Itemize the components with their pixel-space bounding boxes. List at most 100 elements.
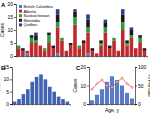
tick [112, 104, 113, 106]
bar [86, 14, 90, 19]
tick-mark [70, 56, 71, 58]
bar [35, 77, 39, 104]
tick [118, 56, 119, 58]
bar [21, 48, 25, 51]
bar [134, 48, 138, 49]
tick-mark [40, 56, 41, 58]
tick [79, 56, 80, 58]
tick-label: 10 [80, 83, 86, 89]
tick [122, 104, 123, 106]
bar [38, 46, 42, 56]
bar [52, 45, 56, 46]
y-axis: 01020 [80, 64, 89, 107]
bar [17, 99, 21, 104]
bar [105, 82, 109, 104]
bar [90, 100, 94, 104]
tick-mark [14, 30, 16, 31]
tick: 20 [80, 64, 89, 70]
bar [99, 43, 103, 46]
axis-line [17, 57, 148, 58]
tick-mark [66, 56, 67, 58]
tick-mark [122, 56, 123, 58]
tick-mark [48, 56, 49, 58]
bar [130, 27, 134, 30]
x-axis-title: Age, y [105, 107, 120, 113]
marker [121, 77, 123, 79]
tick-mark [96, 56, 97, 58]
bar [60, 37, 64, 38]
tick-mark [106, 104, 107, 106]
bar [125, 93, 129, 104]
tick-mark [18, 104, 19, 106]
x-axis [13, 104, 71, 106]
tick-mark [22, 56, 23, 58]
bar [52, 48, 56, 56]
bar [120, 86, 124, 105]
tick-mark [35, 56, 36, 58]
bar [47, 43, 51, 56]
bar [104, 27, 108, 32]
tick-label: 0 [10, 53, 13, 59]
tick-mark [10, 67, 12, 68]
legend-label: Québec [24, 22, 38, 27]
tick-label: 0 [6, 101, 9, 107]
bar [112, 40, 116, 56]
bar [56, 9, 60, 14]
bar [91, 51, 95, 56]
tick [132, 104, 133, 106]
bar [17, 46, 21, 49]
tick-mark [10, 104, 12, 105]
bar [52, 46, 56, 49]
bar [99, 40, 103, 43]
bar [108, 48, 112, 56]
bar [38, 45, 42, 46]
bar [117, 50, 121, 51]
bar [108, 45, 112, 46]
y-axis-title: Cases [0, 22, 5, 37]
tick-mark [87, 67, 89, 68]
bar [121, 14, 125, 22]
bar [25, 51, 29, 54]
tick [92, 56, 93, 58]
axis-line [13, 105, 71, 106]
bar [21, 51, 25, 56]
bar [43, 48, 47, 49]
bar [82, 40, 86, 41]
tick [41, 104, 42, 106]
tick: 5 [6, 89, 12, 95]
bar [60, 37, 64, 38]
tick [48, 56, 49, 58]
marker [91, 88, 93, 90]
tick [66, 56, 67, 58]
bar [104, 22, 108, 27]
bar [138, 35, 142, 36]
bar [117, 50, 121, 51]
tick-mark [83, 56, 84, 58]
bar [43, 48, 47, 51]
bar [99, 40, 103, 41]
tick [49, 104, 50, 106]
bar [13, 102, 17, 104]
legend: British ColumbiaAlbertaSaskatchewanManit… [19, 4, 53, 27]
bar [143, 51, 147, 56]
tick [74, 56, 75, 58]
tick [40, 56, 41, 58]
tick [27, 56, 28, 58]
bar [17, 45, 21, 46]
bar [57, 97, 61, 104]
bar [56, 27, 60, 53]
bar [30, 43, 34, 56]
tick [44, 56, 45, 58]
tick-mark [61, 56, 62, 58]
tick-mark [127, 56, 128, 58]
tick [63, 104, 64, 106]
bar [78, 45, 82, 46]
tick [101, 56, 102, 58]
plot-area [90, 76, 134, 104]
bar [117, 51, 121, 56]
bar [61, 99, 65, 104]
bar [56, 53, 60, 56]
bar [138, 35, 142, 38]
bar [73, 17, 77, 25]
tick [67, 104, 68, 106]
